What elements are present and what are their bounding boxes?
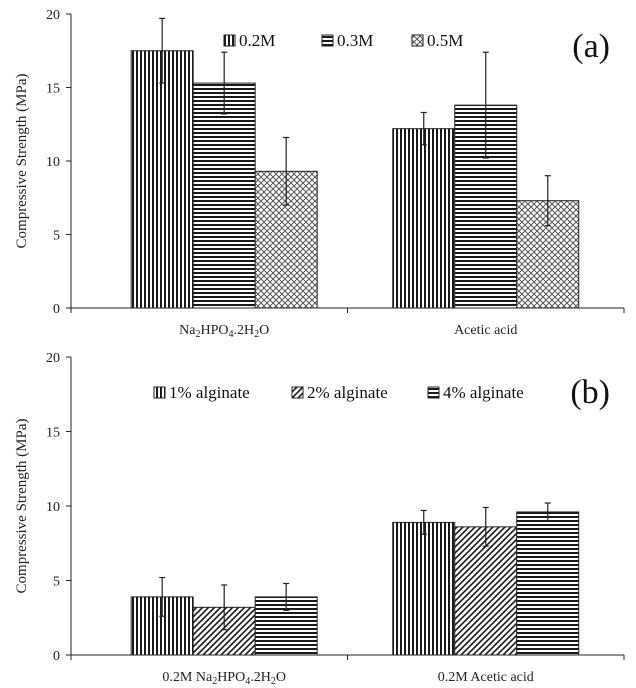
bar	[192, 82, 256, 309]
x-category-label: Na2HPO4.2H2O	[179, 323, 269, 340]
y-tick-label: 0	[53, 302, 60, 317]
legend-label: 4% alginate	[443, 383, 524, 402]
y-axis-title: Compressive Strength (MPa)	[14, 74, 30, 249]
legend-swatch	[223, 34, 236, 47]
y-tick-label: 0	[53, 649, 60, 664]
legend-label: 1% alginate	[169, 383, 250, 402]
panel-a: 0 5 10 15 20 Compressive Strength (MPa) Na2HPO…	[14, 8, 625, 340]
bar	[130, 50, 194, 309]
legend-swatch	[291, 386, 304, 399]
legend-label: 0.2M	[239, 31, 275, 50]
legend-swatch	[153, 386, 166, 399]
y-axis-title: Compressive Strength (MPa)	[14, 419, 30, 594]
legend-swatch	[321, 34, 334, 47]
x-category-label: 0.2M Na2HPO4.2H2O	[162, 670, 286, 687]
y-tick-label: 10	[46, 500, 60, 515]
y-tick-label: 15	[46, 426, 60, 441]
bar	[454, 526, 518, 656]
panel-label: (b)	[570, 374, 610, 411]
y-tick-label: 5	[53, 575, 60, 590]
bar	[392, 128, 456, 309]
y-tick-label: 20	[46, 8, 60, 23]
x-category-label: 0.2M Acetic acid	[438, 670, 534, 685]
legend-swatch	[411, 34, 424, 47]
panel-label: (a)	[572, 28, 610, 65]
y-tick-label: 10	[46, 155, 60, 170]
legend-label: 0.3M	[337, 31, 373, 50]
legend-label: 2% alginate	[307, 383, 388, 402]
legend-swatch	[427, 386, 440, 399]
panel-b: 0 5 10 15 20 Compressive Strength (MPa) 0.2M N…	[14, 351, 625, 687]
x-category-label: Acetic acid	[454, 323, 517, 338]
y-tick-label: 15	[46, 82, 60, 97]
bar	[392, 521, 456, 656]
y-tick-label: 20	[46, 351, 60, 366]
bar	[516, 511, 580, 656]
y-tick-label: 5	[53, 229, 60, 244]
legend-label: 0.5M	[427, 31, 463, 50]
